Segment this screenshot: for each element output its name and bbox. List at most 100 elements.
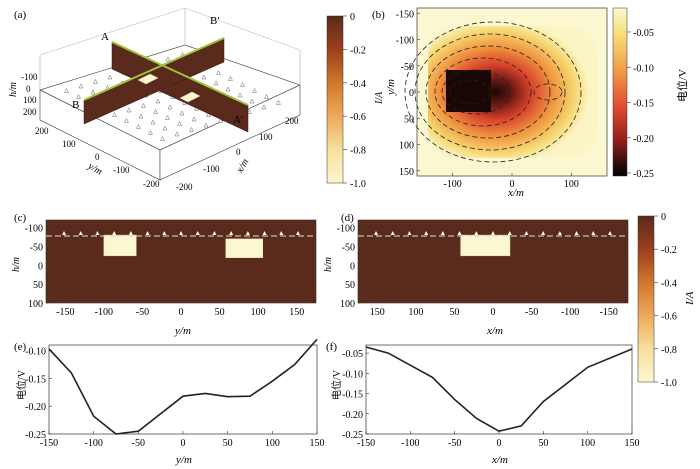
- x-tick-label: -100: [401, 438, 419, 449]
- heatmap-core: [446, 70, 491, 112]
- electrode-marker: [191, 116, 197, 122]
- electrode-marker: [167, 104, 173, 110]
- x-tick-label: -100: [561, 307, 579, 318]
- colorbar-tick-label: -1.0: [661, 378, 677, 389]
- electrode-marker: [165, 56, 171, 62]
- y-tick-label: 50: [33, 280, 43, 291]
- x-tick-label: 150: [289, 307, 304, 318]
- y-tick: 0: [95, 152, 100, 162]
- panel-label-f: (f): [326, 341, 337, 353]
- profile-line-b: [83, 37, 225, 101]
- colorbar-ticks: 0 -0.2 -0.4 -0.6 -0.8 -1.0: [343, 12, 366, 190]
- x-tick-label: 0: [179, 307, 184, 318]
- axis-label-x: y/m: [174, 325, 191, 337]
- electrode-marker: [252, 87, 257, 93]
- electrode-markers: [62, 231, 300, 235]
- colorbar-tick-label: -1.0: [350, 179, 366, 190]
- y-tick-label: -0.20: [342, 410, 363, 421]
- electrode-marker: [145, 231, 150, 235]
- electrode-marker: [201, 74, 207, 80]
- anomaly-body: [225, 238, 264, 258]
- h-tick: 0: [26, 84, 31, 94]
- electrode-marker: [64, 87, 69, 93]
- y-tick-label: -50: [342, 242, 355, 253]
- colorbar-ticks: 0 -0.2 -0.4 -0.6 -0.8 -1.0: [654, 212, 677, 389]
- electrode-marker: [203, 122, 209, 128]
- electrode-marker: [237, 92, 243, 98]
- electrode-marker: [474, 231, 479, 235]
- axis-ticks: -150 -100 -50 0 50 100 150 -0.25 -0.20 -0.15 -0.10…: [342, 349, 639, 449]
- x-tick: 0: [236, 147, 241, 157]
- x-tick-label: 150: [625, 438, 640, 449]
- electrode-marker: [179, 110, 185, 116]
- electrode-marker: [177, 120, 182, 126]
- y-tick-label: -0.10: [342, 369, 363, 380]
- electrode-marker: [155, 98, 161, 104]
- colorbar-tick-label: -0.25: [633, 169, 654, 180]
- colorbar-potential: -0.05 -0.10 -0.15 -0.20 -0.25 电位/V: [612, 7, 689, 180]
- electrode-marker: [162, 125, 168, 131]
- panel-label-c: (c): [14, 212, 27, 224]
- electrode-marker: [126, 107, 132, 113]
- colorbar-tick-label: -0.2: [350, 45, 366, 56]
- y-tick-label: -150: [396, 9, 414, 20]
- colorbar-tick-label: 0: [661, 212, 666, 223]
- contour-line: [533, 83, 563, 101]
- axis-label-x-3d: x/m: [234, 157, 251, 176]
- colorbar-tick-label: -0.2: [661, 245, 677, 256]
- y-tick-label: -0.10: [25, 347, 46, 358]
- y-tick-label: 150: [399, 167, 414, 178]
- electrode-marker: [216, 69, 221, 75]
- colorbar-gradient: [612, 7, 628, 177]
- axis-label-x: x/m: [486, 325, 503, 337]
- electrode-marker: [276, 99, 281, 105]
- x-tick-label: 50: [215, 307, 225, 318]
- x-tick-label: 0: [181, 438, 186, 449]
- contour-line: [441, 69, 511, 115]
- y-tick-label: -0.20: [25, 402, 46, 413]
- electrode-marker: [424, 231, 429, 235]
- x-tick-label: 0: [510, 179, 515, 190]
- y-tick-label: -0.25: [25, 430, 46, 441]
- electrode-marker: [245, 231, 250, 235]
- x-tick-label: 0: [491, 307, 496, 318]
- panel-a: (a) A A′ B B′ h/m -100 0 100 200: [8, 7, 301, 192]
- panel-label-a: (a): [14, 9, 27, 21]
- x-tick-label: -50: [132, 438, 145, 449]
- panel-label-e: (e): [14, 341, 27, 353]
- panel-c: (c) -150 -100 -50 0 50 100 150 -100 -50 0 50 100 h/…: [11, 212, 317, 337]
- y-tick-label: 0: [409, 88, 414, 99]
- colorbar-tick-label: 0: [350, 12, 355, 23]
- section-label-a-prime: A′: [233, 114, 243, 126]
- electrode-marker: [247, 108, 252, 114]
- electrode-marker: [128, 231, 133, 235]
- anomaly-body-1: [137, 73, 159, 85]
- potential-curve: [365, 346, 633, 433]
- x-tick-label: -50: [136, 307, 149, 318]
- electrode-marker: [440, 231, 445, 235]
- axis-label-y: h/m: [323, 257, 334, 272]
- y-tick-label: 100: [399, 141, 414, 152]
- y-tick: -100: [113, 165, 130, 175]
- x-tick-label: -100: [443, 179, 461, 190]
- electrode-marker: [206, 111, 211, 117]
- x-tick-label: 50: [538, 438, 548, 449]
- anomaly-body-2: [179, 91, 201, 103]
- x-tick-label: -100: [95, 307, 113, 318]
- axis-label-x: x/m: [491, 454, 508, 466]
- y-tick-label: 100: [340, 299, 355, 310]
- electrode-marker: [374, 231, 378, 235]
- axis-label-y-3d: y/m: [85, 160, 104, 177]
- electrode-marker: [229, 231, 234, 235]
- plot-frame: [48, 344, 318, 435]
- model-top-back-left-edge: [39, 7, 186, 56]
- electrode-marker: [150, 119, 156, 125]
- anomaly-bodies: [103, 234, 264, 258]
- colorbar-conductivity-bottom: 0 -0.2 -0.4 -0.6 -0.8 -1.0 I/A: [637, 212, 696, 389]
- axis-label-y: y/m: [385, 79, 397, 96]
- x-ticks-3d: -200 -100 0 100 200: [176, 116, 299, 192]
- colorbar-tick-label: -0.20: [633, 134, 654, 145]
- x-tick-label: 50: [449, 307, 459, 318]
- x-tick: 100: [259, 132, 273, 142]
- x-tick: 200: [285, 116, 299, 126]
